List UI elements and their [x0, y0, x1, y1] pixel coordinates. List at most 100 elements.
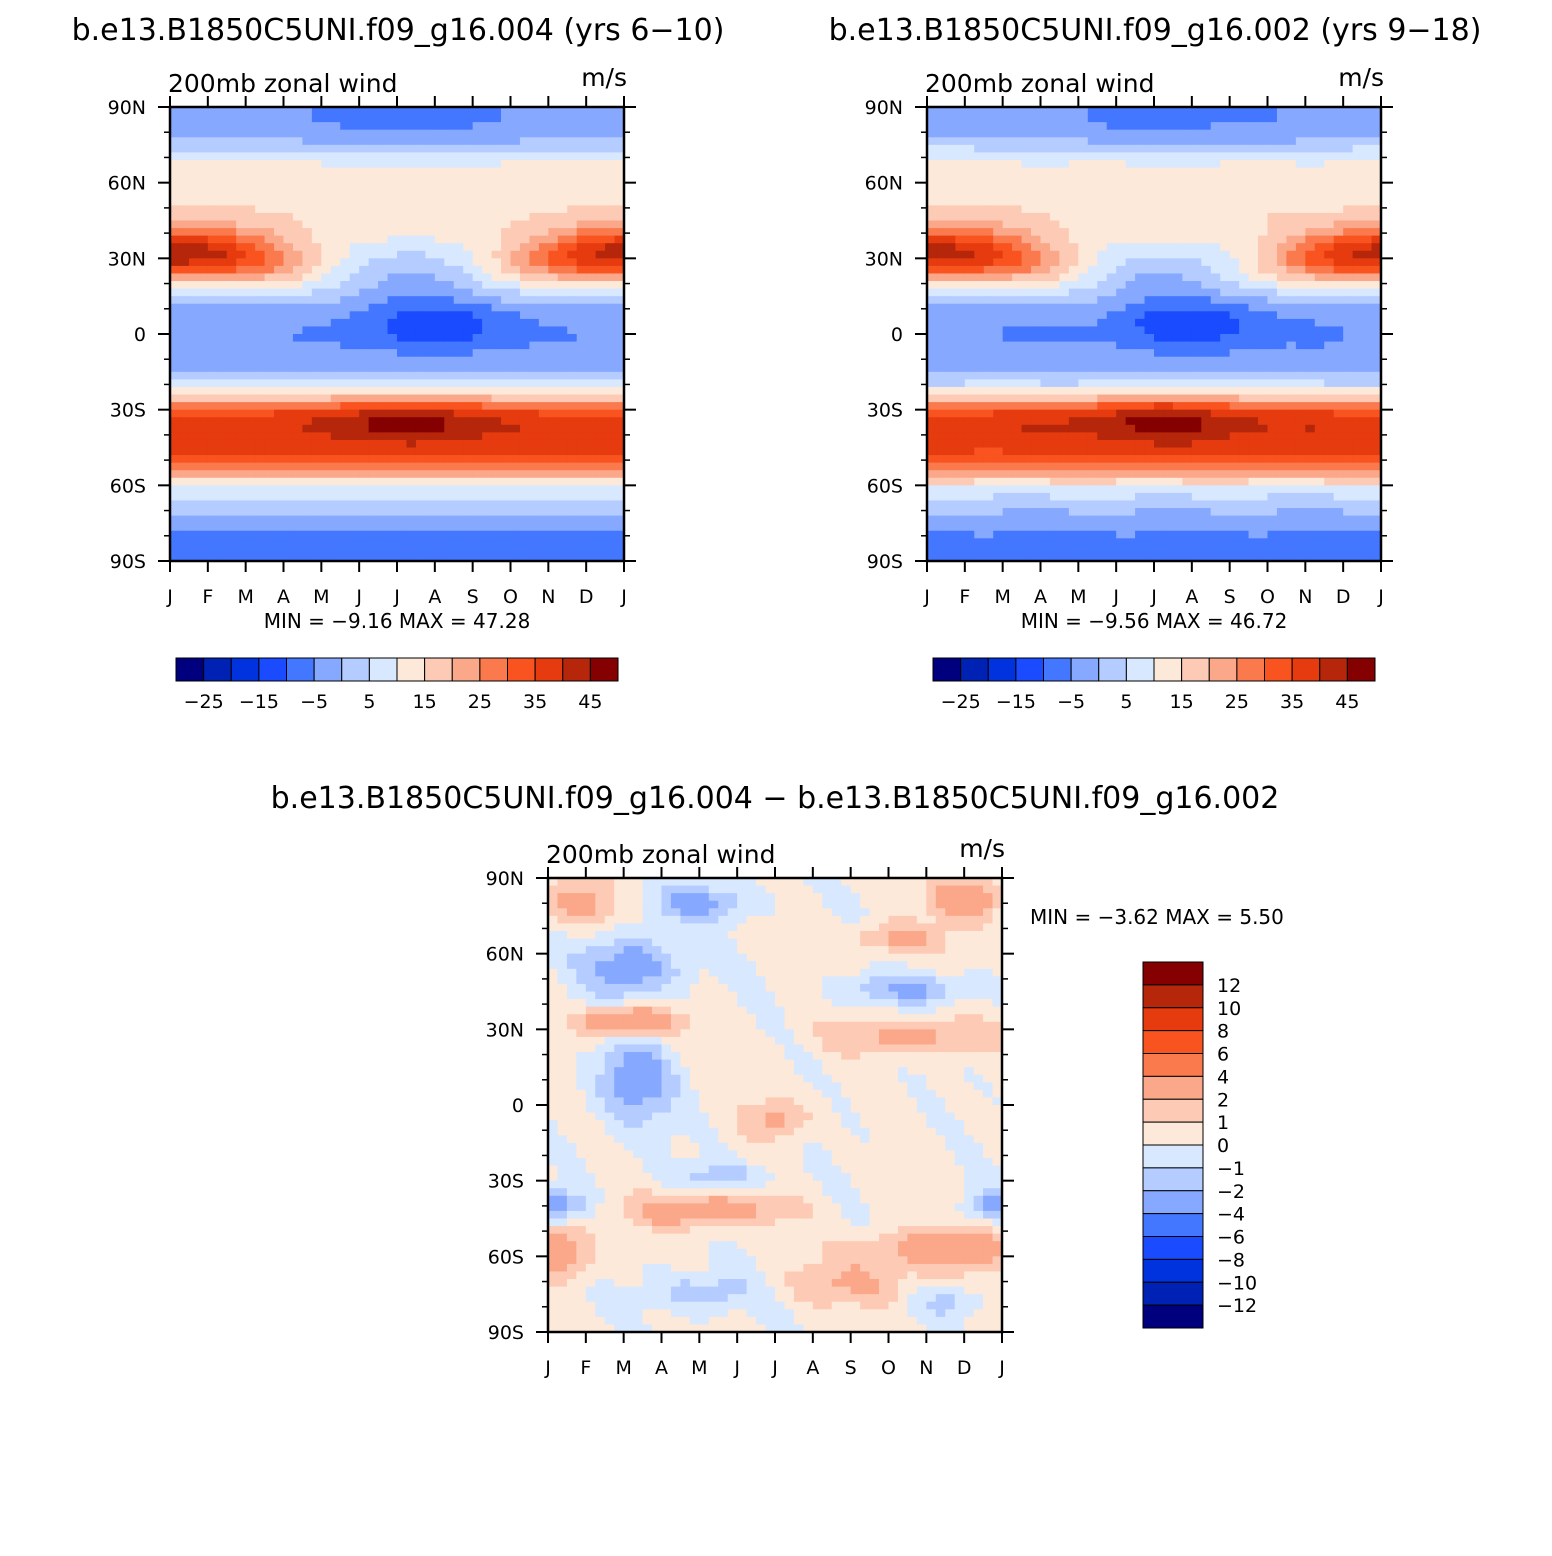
heatmap-cell: [435, 130, 445, 138]
heatmap-cell: [596, 455, 606, 463]
heatmap-cell: [369, 463, 379, 471]
heatmap-cell: [1050, 417, 1060, 425]
heatmap-cell: [984, 357, 994, 365]
heatmap-cell: [529, 425, 539, 433]
heatmap-cell: [1126, 190, 1136, 198]
heatmap-cell: [946, 440, 956, 448]
heatmap-cell: [558, 500, 568, 508]
heatmap-cell: [236, 258, 246, 266]
heatmap-cell: [1182, 326, 1192, 334]
heatmap-cell: [955, 500, 965, 508]
heatmap-cell: [511, 410, 521, 418]
heatmap-cell: [1078, 281, 1088, 289]
heatmap-cell: [359, 190, 369, 198]
heatmap-cell: [567, 357, 577, 365]
heatmap-cell: [482, 281, 492, 289]
heatmap-cell: [539, 160, 549, 168]
heatmap-cell: [1135, 273, 1145, 281]
heatmap-cell: [482, 198, 492, 206]
heatmap-cell: [1192, 463, 1202, 471]
heatmap-cell: [984, 372, 994, 380]
heatmap-cell: [1059, 258, 1069, 266]
heatmap-cell: [1003, 213, 1013, 221]
heatmap-cell: [1088, 478, 1098, 486]
heatmap-cell: [416, 538, 426, 546]
heatmap-cell: [454, 440, 464, 448]
heatmap-cell: [274, 395, 284, 403]
heatmap-cell: [501, 115, 511, 123]
heatmap-cell: [378, 417, 388, 425]
heatmap-cell: [378, 319, 388, 327]
heatmap-cell: [1173, 266, 1183, 274]
heatmap-cell: [1163, 485, 1173, 493]
heatmap-cell: [1154, 236, 1164, 244]
heatmap-cell: [984, 440, 994, 448]
heatmap-cell: [1003, 273, 1013, 281]
heatmap-cell: [1003, 440, 1013, 448]
heatmap-cell: [198, 531, 208, 539]
heatmap-cell: [416, 183, 426, 191]
heatmap-cell: [189, 115, 199, 123]
heatmap-cell: [1116, 357, 1126, 365]
heatmap-cell: [1107, 319, 1117, 327]
heatmap-cell: [520, 190, 530, 198]
heatmap-cell: [198, 213, 208, 221]
heatmap-cell: [548, 546, 558, 554]
heatmap-cell: [520, 160, 530, 168]
heatmap-cell: [435, 311, 445, 319]
heatmap-cell: [1031, 425, 1041, 433]
heatmap-cell: [529, 485, 539, 493]
heatmap-cell: [236, 538, 246, 546]
heatmap-cell: [255, 130, 265, 138]
heatmap-cell: [482, 130, 492, 138]
heatmap-cell: [1031, 205, 1041, 213]
heatmap-cell: [1116, 221, 1126, 229]
heatmap-cell: [293, 221, 303, 229]
heatmap-cell: [340, 228, 350, 236]
heatmap-cell: [1107, 493, 1117, 501]
heatmap-cell: [255, 326, 265, 334]
heatmap-cell: [1182, 266, 1192, 274]
heatmap-cell: [255, 349, 265, 357]
heatmap-cell: [208, 311, 218, 319]
heatmap-cell: [1069, 213, 1079, 221]
heatmap-cell: [198, 152, 208, 160]
heatmap-cell: [927, 304, 937, 312]
heatmap-cell: [1078, 538, 1088, 546]
heatmap-cell: [1211, 190, 1221, 198]
heatmap-cell: [265, 372, 275, 380]
heatmap-cell: [548, 470, 558, 478]
heatmap-cell: [246, 198, 256, 206]
heatmap-cell: [1126, 478, 1136, 486]
heatmap-cell: [511, 122, 521, 130]
heatmap-cell: [454, 425, 464, 433]
heatmap-cell: [208, 440, 218, 448]
heatmap-cell: [217, 372, 227, 380]
heatmap-cell: [208, 213, 218, 221]
heatmap-cell: [1059, 183, 1069, 191]
heatmap-cell: [1003, 266, 1013, 274]
heatmap-cell: [1012, 417, 1022, 425]
heatmap-cell: [586, 478, 596, 486]
heatmap-cell: [492, 395, 502, 403]
heatmap-cell: [255, 243, 265, 251]
heatmap-cell: [416, 508, 426, 516]
heatmap-cell: [236, 500, 246, 508]
heatmap-cell: [388, 379, 398, 387]
heatmap-cell: [965, 183, 975, 191]
heatmap-cell: [1050, 546, 1060, 554]
heatmap-cell: [397, 281, 407, 289]
heatmap-cell: [927, 493, 937, 501]
heatmap-cell: [1154, 364, 1164, 372]
heatmap-cell: [1163, 326, 1173, 334]
heatmap-cell: [1088, 432, 1098, 440]
heatmap-cell: [1012, 364, 1022, 372]
heatmap-cell: [189, 122, 199, 130]
heatmap-cell: [246, 122, 256, 130]
heatmap-cell: [406, 531, 416, 539]
heatmap-cell: [416, 251, 426, 259]
heatmap-cell: [1163, 266, 1173, 274]
heatmap-cell: [586, 500, 596, 508]
heatmap-cell: [1107, 402, 1117, 410]
heatmap-cell: [217, 364, 227, 372]
